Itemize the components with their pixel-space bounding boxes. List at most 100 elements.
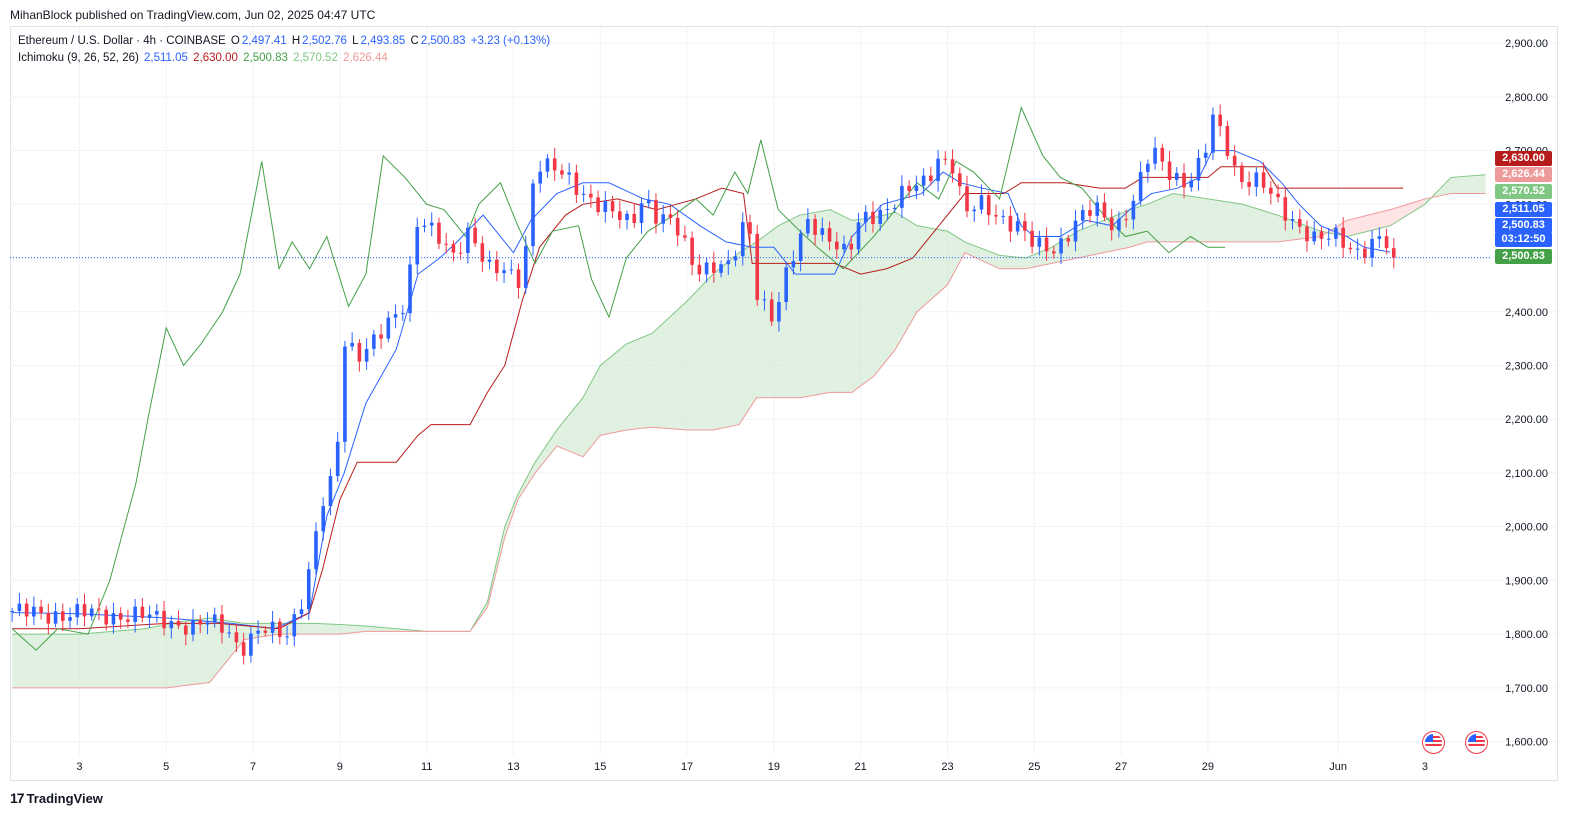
candle-body: [1066, 238, 1071, 242]
candle-body: [1225, 126, 1230, 156]
x-tick-label: 11: [421, 761, 432, 773]
x-tick-label: 3: [76, 761, 82, 773]
y-tick-label: 2,100.00: [1505, 468, 1548, 480]
candle-body: [733, 256, 738, 261]
candle-body: [610, 201, 615, 212]
legend-change: +3.23 (+0.13%): [470, 35, 551, 47]
cloud-segment: [778, 215, 800, 398]
candle-body: [75, 604, 80, 618]
candle-body: [1377, 236, 1382, 239]
candle-body: [740, 222, 745, 257]
candle-body: [1247, 182, 1251, 187]
us-flag-event-icon[interactable]: [1466, 732, 1487, 753]
candle-body: [950, 159, 955, 174]
candle-body: [386, 317, 391, 339]
candle-body: [350, 342, 354, 347]
cloud-segment: [1390, 198, 1425, 226]
cloud-segment: [626, 333, 653, 430]
candle-body: [646, 200, 651, 204]
candle-body: [1102, 202, 1107, 218]
candle-body: [617, 211, 622, 221]
y-tick-label: 1,900.00: [1505, 575, 1548, 587]
cloud-segment: [739, 241, 757, 425]
y-tick-label: 2,200.00: [1505, 414, 1548, 426]
candle-body: [285, 636, 289, 638]
candle-body: [263, 630, 268, 633]
legend-h-label: H: [291, 35, 301, 47]
cloud-segment: [687, 274, 714, 430]
cloud-segment: [652, 301, 688, 430]
candle-body: [212, 614, 217, 623]
cloud-segment: [947, 231, 965, 285]
candle-body: [1319, 231, 1324, 239]
candle-body: [1240, 165, 1244, 183]
legend-indicator-row: Ichimoku (9, 26, 52, 26) 2,511.05 2,630.…: [18, 52, 390, 64]
cloud-segment: [1242, 204, 1278, 242]
cloud-segment: [999, 255, 1026, 269]
candle-body: [422, 225, 427, 228]
candle-body: [1088, 210, 1092, 216]
legend-symbol[interactable]: Ethereum / U.S. Dollar · 4h · COINBASE: [18, 35, 226, 47]
candle-body: [581, 193, 586, 195]
footer-brand[interactable]: 17 TradingView: [10, 790, 103, 806]
candle-body: [531, 183, 535, 247]
candle-body: [458, 252, 463, 254]
candle-body: [429, 222, 434, 226]
candle-body: [516, 269, 521, 288]
candle-body: [176, 621, 181, 626]
candle-body: [755, 233, 760, 300]
cloud-segment: [12, 634, 80, 688]
candle-body: [683, 235, 687, 238]
candle-body: [820, 228, 825, 235]
cloud-segment: [144, 624, 167, 688]
candle-body: [393, 314, 398, 318]
candle-body: [1203, 152, 1208, 158]
cloud-segment: [964, 241, 1000, 269]
candle-body: [885, 209, 890, 211]
cloud-segment: [556, 397, 583, 457]
x-tick-label: 21: [855, 761, 867, 773]
candle-body: [241, 642, 246, 656]
candle-body: [198, 619, 203, 625]
candle-body: [943, 158, 948, 160]
axes: 1,600.00 1,700.00 1,800.00 1,900.00 2,000.00…: [10, 38, 1548, 773]
candle-body: [509, 269, 514, 271]
candle-body: [1391, 248, 1396, 258]
candle-body: [227, 632, 231, 634]
cloud-segment: [895, 212, 918, 350]
candle-body: [1059, 238, 1063, 254]
candle-body: [777, 302, 781, 322]
candle-body: [538, 171, 543, 184]
candle-body: [68, 617, 72, 621]
candle-body: [914, 185, 919, 191]
candle-body: [1023, 221, 1027, 231]
legend-indicator[interactable]: Ichimoku (9, 26, 52, 26): [18, 52, 139, 64]
price-tag-span_b: 2,626.44: [1495, 167, 1552, 182]
cloud-segment: [830, 209, 852, 393]
y-tick-label: 2,900.00: [1505, 38, 1548, 50]
candle-body: [719, 264, 723, 273]
footer-brand-text: TradingView: [26, 790, 103, 806]
legend-span-b: 2,626.44: [343, 52, 388, 64]
candle-body: [675, 217, 680, 236]
candle-body: [798, 233, 803, 261]
cloud-segment: [713, 252, 740, 430]
candle-body: [1131, 200, 1136, 220]
candle-body: [1312, 231, 1317, 242]
candle-body: [957, 173, 962, 187]
candle-body: [1211, 114, 1215, 153]
candle-body: [769, 299, 774, 322]
chart-frame: [10, 26, 1558, 781]
candle-body: [104, 609, 109, 625]
x-tick-label: 25: [1028, 761, 1040, 773]
candle-body: [668, 214, 673, 218]
candles: [10, 104, 1396, 665]
candle-body: [118, 613, 123, 620]
us-flag-event-icon[interactable]: [1423, 732, 1444, 753]
candle-body: [10, 611, 14, 613]
candle-body: [784, 267, 788, 303]
cloud-segment: [1077, 220, 1104, 259]
candle-body: [892, 207, 897, 210]
candle-body: [690, 237, 694, 265]
